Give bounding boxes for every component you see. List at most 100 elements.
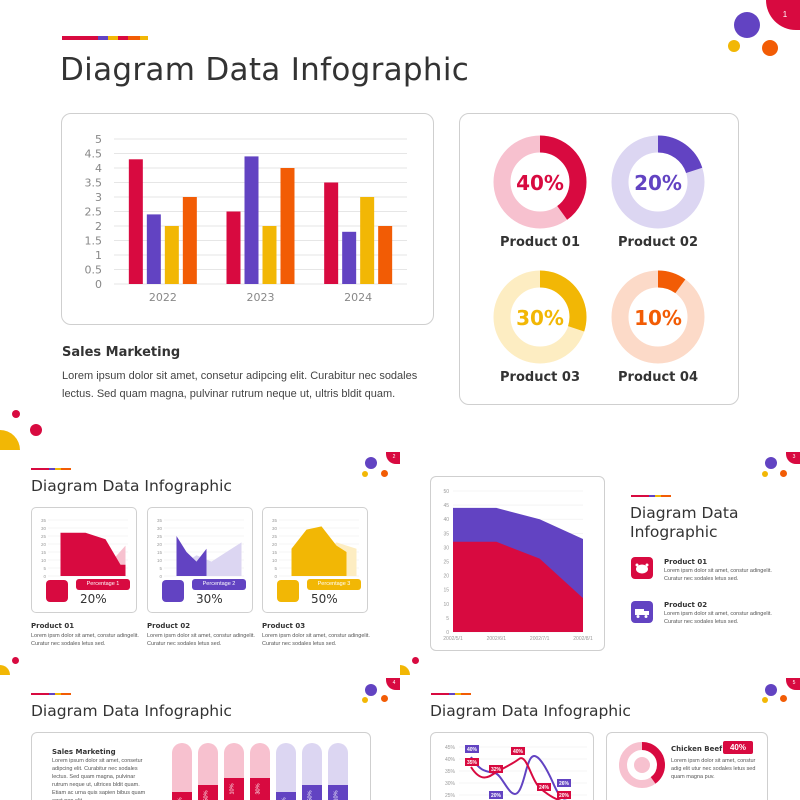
x-tick-label: 2024 [344,291,372,304]
donut-percent: 10% [634,306,682,330]
product-desc: Lorem ipsm dolor sit amet, constur ading… [147,633,255,647]
panel-card: 35 30 25 20 15 10 5 0 Percentage 2 30% [147,507,253,613]
decor-circle [780,695,787,702]
item-desc: Lorem ipsm dolor sit amet, constur ading… [664,611,772,625]
corner-badge: 3 [786,452,800,464]
decor-circle [365,684,377,696]
slide-number: 3 [792,454,796,460]
bar [182,197,197,284]
donut-chart: 30% [493,270,587,364]
decor-circle [762,40,778,56]
slide-number: 4 [392,680,396,686]
bar [360,197,375,284]
accent-stripe [631,495,671,497]
capsule-bar: 20% [172,743,192,800]
slide-number: 1 [782,10,788,19]
slide-title: Diagram Data Infographic [31,702,232,720]
item-desc: Lorem ipsm dolor sit amet, constur ading… [664,568,772,582]
area-chart-card: 50 45 40 35 30 25 20 15 10 5 0 2002/5/1 2002/6/1 2002… [430,476,605,651]
percentage-value: 50% [311,592,338,606]
capsule-label: 50% [203,790,210,800]
y-tick-label: 0.5 [85,264,103,277]
decor-circle [728,40,740,52]
y-tick-label: 35 [443,531,449,537]
accent-stripe [31,468,71,470]
y-tick-label: 0 [159,574,162,579]
product-desc: Lorem ipsm dolor sit amet, constur ading… [31,633,139,647]
data-label-bg [489,765,503,773]
decor-circle [412,657,419,664]
y-tick-label: 35 [272,518,278,523]
capsule-fill [198,785,218,800]
capsule-bar: 50% [198,743,218,800]
y-tick-label: 3 [95,191,102,204]
y-tick-label: 3.5 [85,177,103,190]
y-tick-label: 30% [445,781,456,787]
y-tick-label: 25 [157,534,163,539]
capsule-fill [302,785,322,800]
series-line [470,757,562,800]
data-label: 40% [513,749,524,755]
accent-stripe [431,693,471,695]
data-label-bg [489,791,503,799]
slide-title: Diagram Data Infographic [430,702,631,720]
data-label-bg [537,783,551,791]
y-tick-label: 4 [95,162,102,175]
y-tick-label: 0 [274,574,277,579]
y-tick-label: 0 [43,574,46,579]
capsule-fill [250,778,270,800]
cow-icon [631,557,653,579]
y-tick-label: 10 [272,558,278,563]
donut-chart: 20% [611,135,705,229]
percent-badge: 40% [723,741,753,754]
line-chart: 45% 40% 35% 30% 25% 40% 35% 32% 20% 40% 24% 26% 20% [445,745,587,800]
item-title: Product 01 [664,558,708,566]
data-label: 32% [491,767,502,773]
decor-circle [30,424,42,436]
card-body: Lorem ipsum dolor sit amet, consetur adi… [52,758,146,800]
y-tick-label: 30 [272,526,278,531]
y-tick-label: 25 [443,560,449,566]
x-tick-label: 2002/7/1 [530,636,550,642]
corner-badge: 2 [386,452,400,464]
y-tick-label: 45% [445,745,456,751]
product-desc: Lorem ipsm dolor sit amet, constur ading… [262,633,370,647]
donut-chart: 40% [493,135,587,229]
accent-stripe [62,36,148,40]
bar [226,211,241,284]
donut-slice [611,135,705,229]
bar-chart: 5 4.54 3.53 2.52 1.51 0.50 2022 2023 2024 [85,133,407,304]
decor-circle [362,471,368,477]
bar [164,226,179,284]
y-tick-label: 4.5 [85,148,103,161]
y-tick-label: 0 [95,278,102,291]
donut-percent: 30% [516,306,564,330]
area-series [60,532,126,576]
capsule-bar: 30% [250,743,270,800]
decor-shape [400,665,410,675]
bar [342,231,357,284]
bar [128,159,143,284]
series-line [470,755,570,800]
percentage-value: 20% [80,592,107,606]
y-tick-label: 10 [443,602,449,608]
data-label: 24% [539,785,550,791]
section-subtitle: Sales Marketing [62,345,181,360]
decor-circle [12,410,20,418]
y-tick-label: 20 [157,542,163,547]
data-label-bg [557,791,571,799]
accent-stripe [31,693,71,695]
donut-card: 40% Product 01 20% Product 02 30% Product 03 1… [459,113,739,405]
donut-label: Product 03 [500,370,580,385]
y-tick-label: 2.5 [85,206,103,219]
decor-circle [762,471,768,477]
y-tick-label: 25 [41,534,47,539]
y-tick-label: 5 [95,133,102,146]
product-title: Product 03 [262,622,306,630]
decor-shape [0,430,20,450]
capsule-label: 50% [307,790,314,800]
capsule-bar: 10% [224,743,244,800]
data-label: 20% [491,793,502,799]
data-label-bg [465,758,479,766]
